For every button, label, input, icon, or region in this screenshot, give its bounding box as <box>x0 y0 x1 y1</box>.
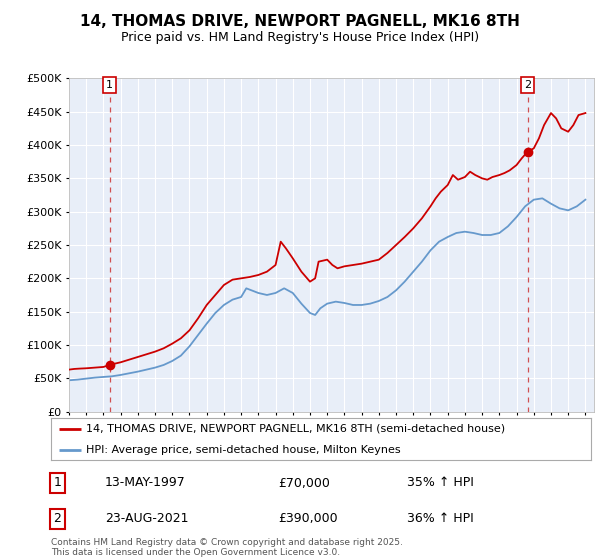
Text: £390,000: £390,000 <box>278 512 337 525</box>
Text: 2: 2 <box>53 512 61 525</box>
Text: 23-AUG-2021: 23-AUG-2021 <box>105 512 188 525</box>
Text: 14, THOMAS DRIVE, NEWPORT PAGNELL, MK16 8TH (semi-detached house): 14, THOMAS DRIVE, NEWPORT PAGNELL, MK16 … <box>86 424 505 434</box>
Text: 2: 2 <box>524 80 531 90</box>
Text: Price paid vs. HM Land Registry's House Price Index (HPI): Price paid vs. HM Land Registry's House … <box>121 31 479 44</box>
Text: 14, THOMAS DRIVE, NEWPORT PAGNELL, MK16 8TH: 14, THOMAS DRIVE, NEWPORT PAGNELL, MK16 … <box>80 14 520 29</box>
Text: 1: 1 <box>53 477 61 489</box>
Text: Contains HM Land Registry data © Crown copyright and database right 2025.
This d: Contains HM Land Registry data © Crown c… <box>51 538 403 557</box>
Text: 36% ↑ HPI: 36% ↑ HPI <box>407 512 474 525</box>
Text: HPI: Average price, semi-detached house, Milton Keynes: HPI: Average price, semi-detached house,… <box>86 445 401 455</box>
Text: 35% ↑ HPI: 35% ↑ HPI <box>407 477 474 489</box>
Text: 1: 1 <box>106 80 113 90</box>
Text: 13-MAY-1997: 13-MAY-1997 <box>105 477 186 489</box>
Text: £70,000: £70,000 <box>278 477 329 489</box>
